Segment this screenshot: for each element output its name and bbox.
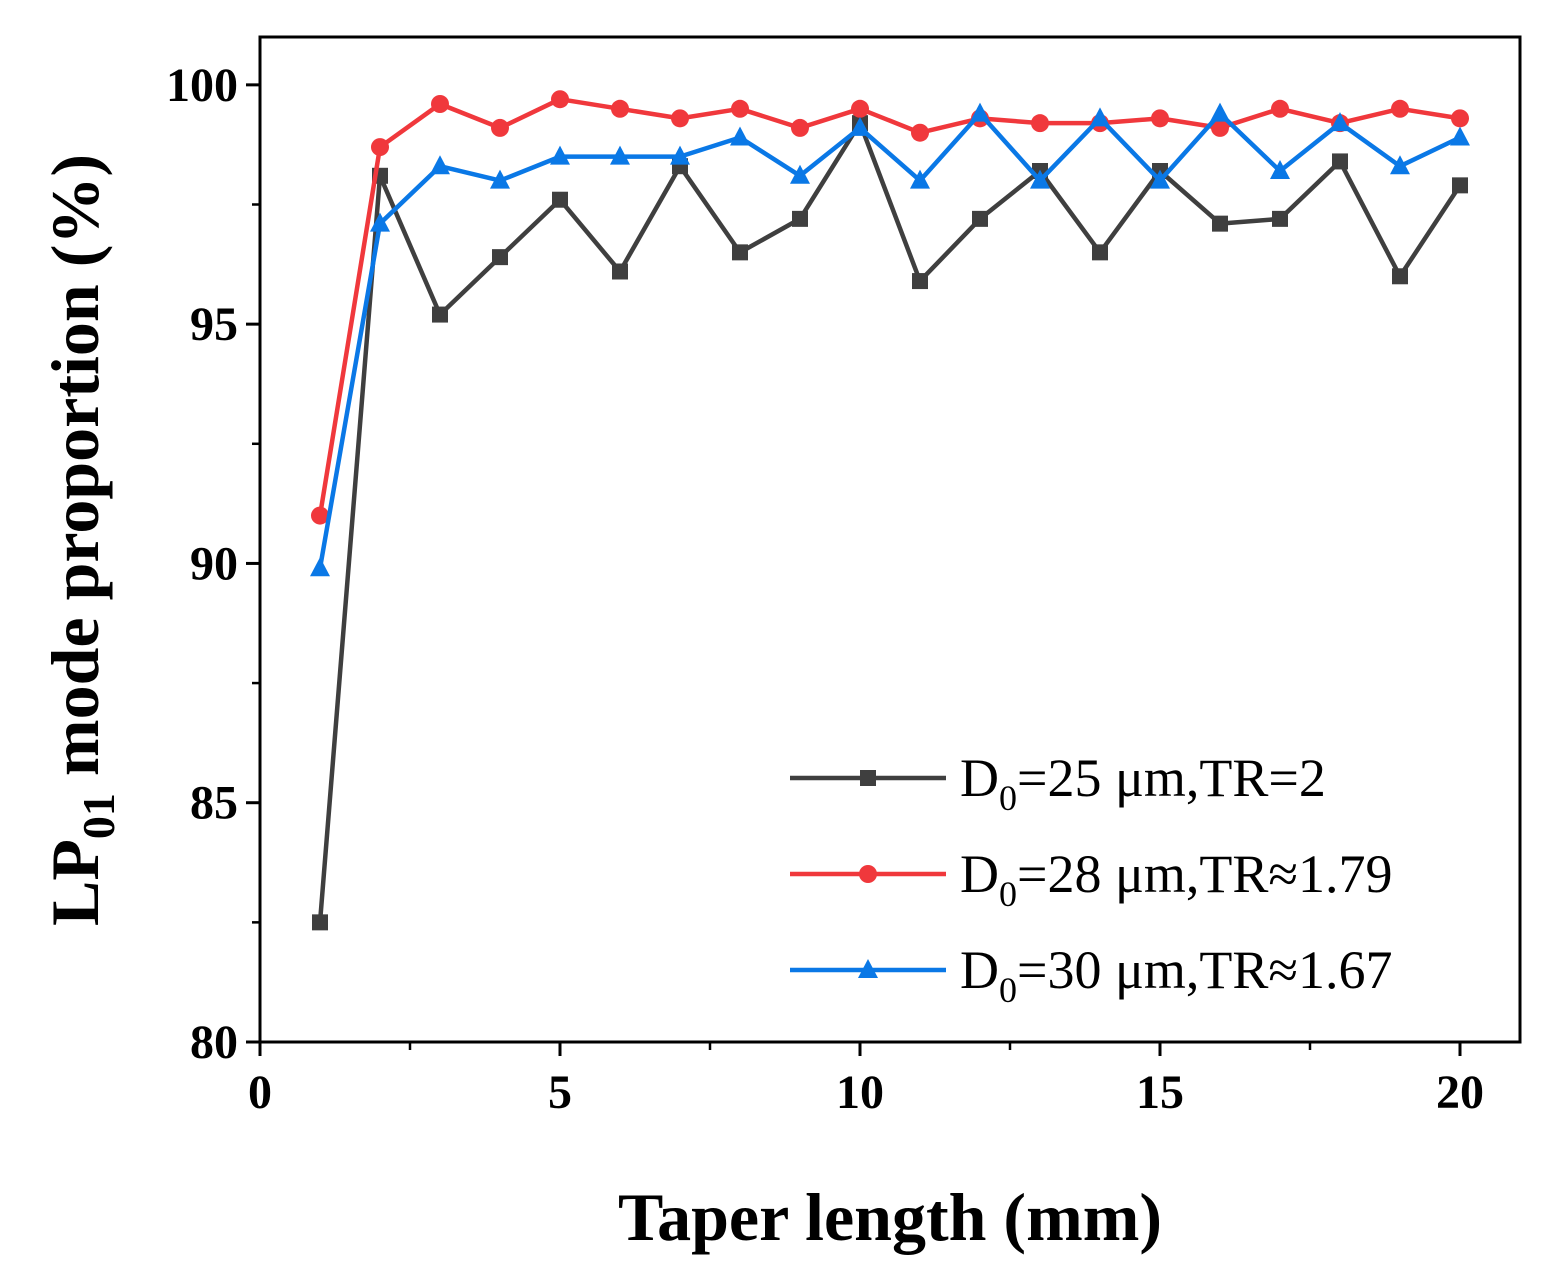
data-point (910, 169, 930, 189)
data-point (1451, 109, 1469, 128)
series-layer (310, 90, 1470, 931)
data-point (1332, 153, 1348, 170)
y-tick-label: 85 (190, 777, 238, 830)
y-tick-label: 100 (166, 59, 238, 112)
data-point (492, 249, 508, 266)
y-axis-title: LP01 mode proportion (%) (37, 154, 124, 926)
data-point (1210, 102, 1230, 122)
data-point (972, 210, 988, 227)
data-point (612, 263, 628, 280)
series-line (317, 96, 1461, 516)
data-point (1391, 99, 1409, 118)
series-line (317, 111, 1461, 569)
data-point (611, 99, 629, 118)
y-tick-label: 95 (190, 298, 238, 351)
data-point (371, 138, 389, 157)
legend-entry: D0=30 μm,TR≈1.67 (790, 940, 1393, 1010)
legend: D0=25 μm,TR=2 D0=28 μm,TR≈1.79 D0=30 μm,TR… (790, 748, 1393, 1010)
series-2 (311, 90, 1469, 525)
data-point (1452, 177, 1468, 194)
data-point (490, 169, 510, 189)
data-point (1090, 107, 1110, 127)
data-point (792, 210, 808, 227)
data-point (1092, 244, 1108, 261)
data-point (1330, 112, 1350, 132)
legend-label: D0=30 μm,TR≈1.67 (960, 940, 1393, 1010)
series-line (317, 120, 1462, 923)
plot-frame (258, 35, 1522, 1044)
data-point (312, 914, 328, 931)
data-point (550, 145, 570, 165)
data-point (912, 273, 928, 290)
data-point (432, 306, 448, 323)
data-point (732, 244, 748, 261)
data-point (431, 95, 449, 113)
data-point (730, 126, 750, 146)
y-tick-label: 90 (190, 537, 238, 590)
y-axis-title-suffix: mode proportion (%) (37, 154, 113, 793)
data-point (310, 557, 330, 577)
data-point (1390, 155, 1410, 175)
data-point (1212, 215, 1228, 232)
legend-swatch-marker (858, 959, 878, 978)
data-point (1271, 99, 1289, 118)
data-point (430, 155, 450, 175)
legend-label: D0=25 μm,TR=2 (960, 748, 1326, 818)
legend-entry: D0=28 μm,TR≈1.79 (790, 844, 1393, 914)
y-tick-label: 80 (190, 1016, 238, 1069)
data-point (1030, 169, 1050, 189)
ticks-layer: 0 5 10 15 20 80 85 90 95 100 (166, 59, 1484, 1119)
data-point (370, 212, 390, 232)
data-point (1151, 109, 1169, 128)
data-point (311, 506, 329, 525)
data-point (551, 90, 569, 109)
x-tick-label: 10 (836, 1066, 884, 1119)
data-point (1450, 126, 1470, 146)
legend-entry: D0=25 μm,TR=2 (790, 748, 1326, 818)
x-axis-title: Taper length (mm) (618, 1179, 1162, 1255)
data-point (911, 123, 929, 142)
data-point (1270, 160, 1290, 179)
y-axis-title-prefix: LP (37, 839, 113, 926)
data-point (1392, 268, 1408, 285)
legend-swatch-marker (860, 770, 876, 786)
data-point (491, 118, 509, 137)
data-point (850, 116, 870, 136)
series-3 (310, 102, 1470, 577)
legend-swatch-marker (859, 865, 877, 883)
legend-label: D0=28 μm,TR≈1.79 (960, 844, 1393, 914)
data-point (671, 109, 689, 128)
data-point (790, 164, 810, 184)
data-point (851, 99, 869, 118)
x-tick-label: 5 (548, 1066, 572, 1119)
data-point (970, 102, 990, 122)
x-tick-label: 15 (1136, 1066, 1184, 1119)
data-point (791, 118, 809, 137)
data-point (610, 145, 630, 165)
data-point (552, 191, 568, 208)
y-axis-title-subscript: 01 (73, 793, 124, 839)
data-point (1150, 169, 1170, 189)
data-point (670, 145, 690, 165)
data-point (1211, 118, 1229, 137)
data-point (731, 99, 749, 118)
data-point (1031, 114, 1049, 133)
x-tick-label: 20 (1436, 1066, 1484, 1119)
x-tick-label: 0 (248, 1066, 272, 1119)
data-point (1272, 210, 1288, 227)
